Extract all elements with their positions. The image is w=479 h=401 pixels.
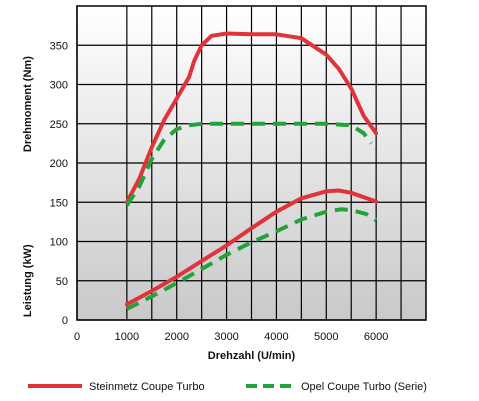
y-tick-label: 150 xyxy=(50,197,68,209)
y-axis-title-torque: Drehmoment (Nm) xyxy=(22,56,34,152)
legend-label: Steinmetz Coupe Turbo xyxy=(89,381,205,393)
y-tick-label: 50 xyxy=(56,276,68,288)
series-line-steinmetz-drehmoment xyxy=(124,31,379,205)
y-tick-label: 0 xyxy=(62,315,68,327)
series-lines xyxy=(124,31,379,311)
series-line-opel-drehmoment xyxy=(125,121,373,207)
y-tick-label: 100 xyxy=(50,237,68,249)
series-line-steinmetz-leistung xyxy=(124,188,379,307)
y-axis-title-power: Leistung (kW) xyxy=(22,244,34,317)
x-tick-label: 5000 xyxy=(314,331,338,343)
x-tick-label: 6000 xyxy=(364,331,388,343)
legend: Steinmetz Coupe Turbo Opel Coupe Turbo (S… xyxy=(28,381,427,393)
x-tick-label: 3000 xyxy=(214,331,238,343)
x-tick-label: 0 xyxy=(74,331,80,343)
y-tick-label: 200 xyxy=(50,158,68,170)
y-tick-labels: 0 50 100 150 200 250 300 350 xyxy=(50,40,68,327)
plot-frame xyxy=(76,5,427,321)
x-axis-title: Drehzahl (U/min) xyxy=(208,350,296,362)
x-tick-label: 4000 xyxy=(264,331,288,343)
x-tick-label: 1000 xyxy=(115,331,139,343)
x-tick-labels: 0 1000 2000 3000 4000 5000 6000 xyxy=(74,331,388,343)
series-line-opel-leistung xyxy=(125,207,378,311)
y-tick-label: 250 xyxy=(50,119,68,131)
legend-label: Opel Coupe Turbo (Serie) xyxy=(301,381,427,393)
y-tick-label: 350 xyxy=(50,40,68,52)
y-tick-label: 300 xyxy=(50,80,68,92)
x-tick-label: 2000 xyxy=(164,331,188,343)
